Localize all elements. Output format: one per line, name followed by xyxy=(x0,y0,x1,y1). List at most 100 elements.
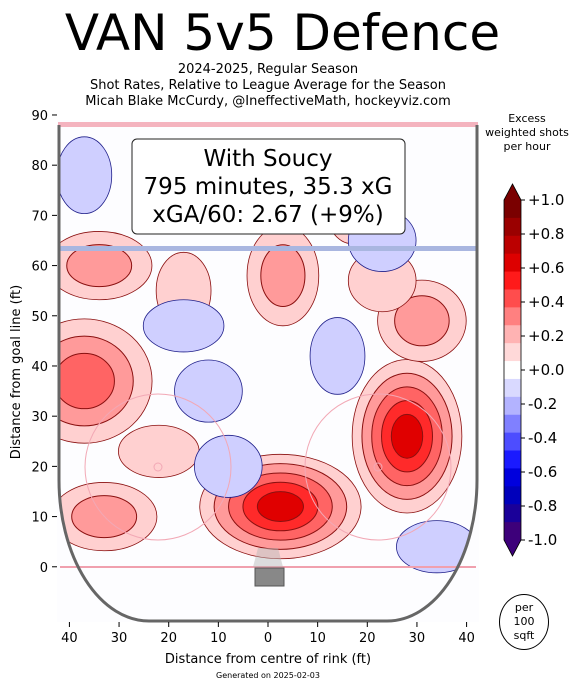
heat-blob xyxy=(309,317,366,395)
colorbar-segment xyxy=(504,235,521,255)
colorbar-segment xyxy=(504,200,521,219)
heat-blob xyxy=(60,136,113,215)
contour-ring xyxy=(256,491,304,522)
info-line-3: xGA/60: 2.67 (+9%) xyxy=(152,202,383,228)
x-tick-label: 40 xyxy=(61,631,78,646)
colorbar-segment xyxy=(504,396,521,416)
colorbar-title: Excess weighted shots per hour xyxy=(478,112,576,154)
y-tick-label: 10 xyxy=(31,511,48,526)
heat-blob xyxy=(142,299,225,353)
colorbar-segment xyxy=(504,361,521,380)
colorbar-segment xyxy=(504,253,521,273)
contour-ring xyxy=(394,295,450,347)
contour-ring xyxy=(174,359,243,423)
contour-ring xyxy=(60,136,113,215)
x-tick-label: 10 xyxy=(210,631,227,646)
colorbar-tick-label: +0.6 xyxy=(528,259,564,277)
colorbar-segment xyxy=(504,307,521,326)
faceoff-dot-right xyxy=(373,462,383,472)
heat-blob xyxy=(60,231,153,301)
badge-line: sqft xyxy=(513,629,535,642)
x-tick-label: 20 xyxy=(359,631,376,646)
colorbar-tick-label: +0.4 xyxy=(528,293,564,311)
colorbar-title-line: Excess xyxy=(508,112,546,125)
heat-blobs xyxy=(60,136,476,574)
rink-boards xyxy=(57,125,479,623)
blue-line xyxy=(58,246,478,251)
colorbar-segment xyxy=(504,522,521,541)
colorbar-segment xyxy=(504,432,521,452)
colorbar-tick-label: -0.2 xyxy=(528,395,557,413)
colorbar-segment xyxy=(504,450,521,469)
y-tick-label: 20 xyxy=(31,460,48,475)
x-axis: 40 30 20 10 0 10 20 30 40 xyxy=(61,622,475,646)
colorbar-segment xyxy=(504,378,521,398)
colorbar-tick-label: -0.6 xyxy=(528,463,557,481)
faceoff-circle-left xyxy=(84,393,232,541)
x-tick-label: 10 xyxy=(309,631,326,646)
heat-blob xyxy=(351,359,463,514)
y-tick-label: 50 xyxy=(31,310,48,325)
colorbar-tick-label: +0.8 xyxy=(528,225,564,243)
contour-ring xyxy=(396,520,476,574)
colorbar-segment xyxy=(504,325,521,344)
heat-blob xyxy=(60,318,153,444)
centre-line xyxy=(58,122,478,127)
page-title: VAN 5v5 Defence xyxy=(64,4,501,62)
colorbar-segment xyxy=(504,486,521,505)
faceoff-dot-left xyxy=(153,462,163,472)
x-axis-label: Distance from centre of rink (ft) xyxy=(165,652,371,667)
contour-ring xyxy=(390,413,424,459)
faceoff-circle-right xyxy=(304,393,452,541)
colorbar-segment xyxy=(504,343,521,362)
colorbar-segment xyxy=(504,289,521,308)
colorbar-tick-label: -0.4 xyxy=(528,429,557,447)
colorbar-segment xyxy=(504,414,521,434)
colorbar-bottom-arrow xyxy=(504,540,521,556)
info-box: With Soucy 795 minutes, 35.3 xG xGA/60: … xyxy=(131,138,406,235)
badge-line: per xyxy=(514,601,534,614)
info-line-2: 795 minutes, 35.3 xG xyxy=(144,174,393,200)
contour-ring xyxy=(60,352,115,410)
contour-ring xyxy=(309,317,366,395)
rink-markings xyxy=(57,122,479,623)
colorbar: +1.0 +0.8 +0.6 +0.4 +0.2 +0.0 -0.2 -0.4 -0.6 -0.8… xyxy=(503,183,564,557)
generated-date: Generated on 2025-02-03 xyxy=(216,671,320,680)
colorbar-tick-label: +0.2 xyxy=(528,327,564,345)
goal-net xyxy=(254,567,285,587)
contour-ring xyxy=(193,434,263,498)
subtitle-description: Shot Rates, Relative to League Average f… xyxy=(89,78,447,93)
goal-crease xyxy=(253,548,283,567)
x-tick-label: 0 xyxy=(264,631,272,646)
y-tick-label: 40 xyxy=(31,360,48,375)
colorbar-tick-label: -0.8 xyxy=(528,497,557,515)
contour-ring xyxy=(260,244,306,308)
colorbar-tick-label: -1.0 xyxy=(528,531,557,549)
y-tick-label: 30 xyxy=(31,410,48,425)
colorbar-tick-label: +0.0 xyxy=(528,361,564,379)
x-tick-label: 30 xyxy=(409,631,426,646)
heat-blob xyxy=(118,424,200,478)
colorbar-segment xyxy=(504,217,521,237)
subtitle-season: 2024-2025, Regular Season xyxy=(177,62,359,77)
contour-ring xyxy=(142,299,225,353)
subtitle-author: Micah Blake McCurdy, @IneffectiveMath, h… xyxy=(85,94,451,109)
x-tick-label: 20 xyxy=(160,631,177,646)
colorbar-top-arrow xyxy=(504,184,521,200)
colorbar-segment xyxy=(504,504,521,523)
y-tick-label: 70 xyxy=(31,209,48,224)
badge-line: 100 xyxy=(513,615,535,628)
heat-blob xyxy=(193,434,263,498)
colorbar-tick-label: +1.0 xyxy=(528,191,564,209)
y-axis: 0 10 20 30 40 50 60 70 80 90 xyxy=(31,109,57,576)
heat-blob xyxy=(246,225,320,327)
y-axis-label: Distance from goal line (ft) xyxy=(9,285,24,459)
heat-blob xyxy=(174,359,243,423)
colorbar-segment xyxy=(504,468,521,487)
y-tick-label: 60 xyxy=(31,260,48,275)
per-area-badge: per 100 sqft xyxy=(499,594,549,650)
x-tick-label: 40 xyxy=(458,631,475,646)
y-tick-label: 90 xyxy=(31,109,48,124)
y-tick-label: 0 xyxy=(40,561,48,576)
